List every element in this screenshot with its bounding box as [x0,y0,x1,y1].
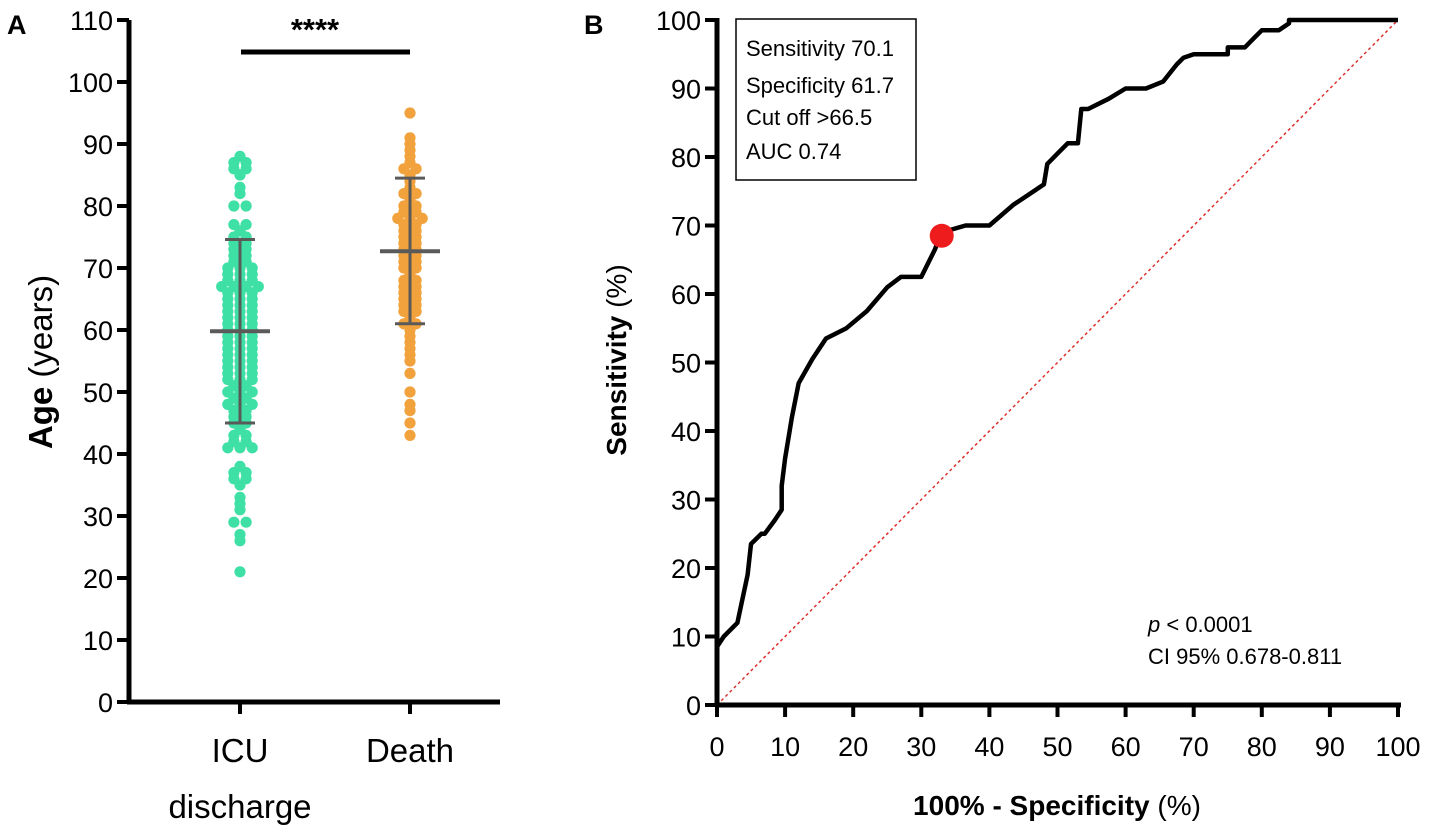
panel-a-y-tick-label: 100 [68,68,113,98]
panel-a-category-label: discharge [168,788,311,825]
stats-specificity: Specificity 61.7 [746,73,894,98]
panel-b-y-title-bold: Sensitivity [601,315,632,455]
death-point [404,386,416,398]
panel-b-x-title-bold: 100% - Specificity [913,790,1150,821]
panel-b-x-tick-label: 70 [1179,732,1209,762]
stats-cutoff: Cut off >66.5 [746,105,872,130]
cutoff-point-marker [929,223,954,248]
panel-b-x-tick-label: 60 [1111,732,1141,762]
panel-b-label: B [584,10,604,40]
panel-b-x-tick-label: 40 [974,732,1004,762]
death-point [404,417,416,429]
panel-b-x-tick-label: 20 [838,732,868,762]
death-point [404,132,416,144]
p-value: < 0.0001 [1160,612,1252,637]
icu-discharge-point [234,566,246,578]
panel-b-x-tick-label: 50 [1042,732,1072,762]
panel-b-y-tick-label: 70 [671,212,701,242]
panel-b-x-tick-label: 0 [709,732,724,762]
panel-a-y-title-bold: Age [22,387,59,449]
icu-discharge-point [240,200,252,212]
panel-b-y-tick-label: 50 [671,349,701,379]
icu-discharge-point [234,460,246,472]
panel-a-x-categories: ICU discharge Death [168,702,454,825]
panel-a-y-tick-label: 90 [83,130,113,160]
panel-a-category-label: Death [366,732,454,769]
panel-a-y-axis-title: Age (years) [22,275,59,449]
panel-b-y-tick-label: 20 [671,554,701,584]
panel-b-x-tick-label: 90 [1315,732,1345,762]
panel-b-y-title-rest: (%) [601,264,632,315]
panel-a-y-tick-label: 40 [83,440,113,470]
icu-discharge-point [240,516,252,528]
significance-stars: **** [291,12,340,47]
panel-a-y-tick-label: 80 [83,192,113,222]
panel-a-y-tick-label: 60 [83,316,113,346]
panel-a-y-tick-label: 20 [83,564,113,594]
icu-discharge-point [234,181,246,193]
panel-a-age-swarm: A Age (years) 0102030405060708090100110 … [7,6,500,825]
panel-b-y-tick-label: 90 [671,75,701,105]
panel-a-y-tick-label: 0 [98,688,113,718]
panel-a-y-tick-label: 110 [70,6,113,36]
icu-discharge-point [234,491,246,503]
death-point [404,429,416,441]
panel-b-x-tick-label: 10 [770,732,800,762]
panel-b-y-tick-label: 40 [671,417,701,447]
panel-a-error-bars [210,176,440,425]
death-point [404,367,416,379]
panel-a-y-title-rest: (years) [22,275,59,387]
panel-b-y-axis-title: Sensitivity (%) [601,264,632,455]
ci-text: CI 95% 0.678-0.811 [1148,644,1342,669]
panel-b-y-ticks: 0 10 20 30 40 50 60 70 80 90 100 [656,6,717,721]
panel-b-x-tick-label: 80 [1247,732,1277,762]
panel-a-y-tick-label: 70 [83,254,113,284]
panel-a-y-tick-label: 10 [83,626,113,656]
panel-a-y-tick-label: 50 [83,378,113,408]
death-point [404,398,416,410]
stats-sensitivity: Sensitivity 70.1 [746,36,894,61]
panel-b-x-tick-label: 100 [1375,732,1420,762]
panel-b-x-tick-label: 30 [906,732,936,762]
panel-b-x-title-rest: (%) [1150,790,1201,821]
panel-b-x-axis-title: 100% - Specificity (%) [913,790,1201,821]
panel-b-y-tick-label: 100 [656,6,701,36]
death-point [404,107,416,119]
icu-discharge-point [240,219,252,231]
panel-b-x-ticks: 0 10 20 30 40 50 60 70 80 90 100 [709,705,1421,762]
panel-b-roc: B Sensitivity (%) 100% - Specificity (%)… [584,6,1421,821]
icu-discharge-point [228,516,240,528]
panel-b-y-tick-label: 0 [686,691,701,721]
panel-b-y-tick-label: 30 [671,486,701,516]
icu-discharge-point [228,219,240,231]
panel-a-label: A [7,10,27,40]
p-symbol: p [1147,612,1160,637]
roc-curve [714,17,1398,705]
panel-a-y-tick-label: 30 [83,502,113,532]
panel-b-y-tick-label: 10 [671,623,701,653]
panel-b-y-tick-label: 60 [671,280,701,310]
panel-b-y-tick-label: 80 [671,143,701,173]
p-value-text: p < 0.0001 [1147,612,1253,637]
icu-discharge-point [234,529,246,541]
panel-a-category-label: ICU [212,732,269,769]
icu-discharge-point [228,200,240,212]
reference-line [716,19,1399,706]
stats-box [735,18,917,181]
panel-a-y-ticks: 0 10 20 30 40 50 60 70 80 90 100 110 [68,6,129,718]
stats-auc: AUC 0.74 [746,139,841,164]
icu-discharge-point [234,150,246,162]
